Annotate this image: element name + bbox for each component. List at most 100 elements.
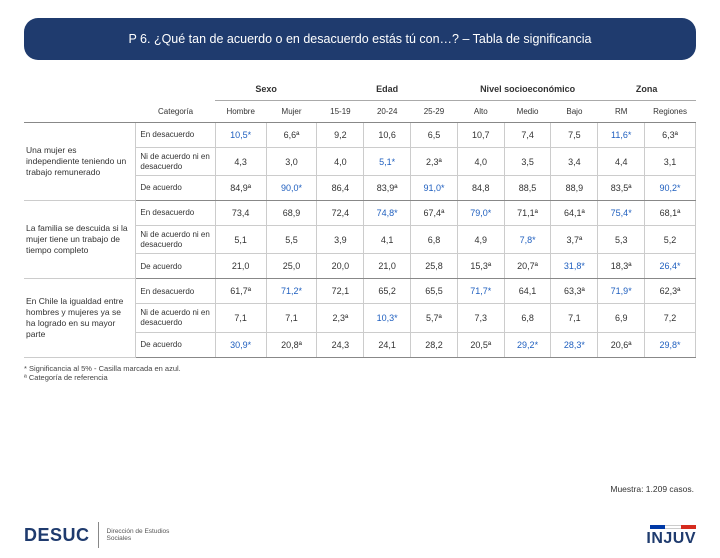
data-cell: 30,9* (215, 332, 266, 357)
data-cell: 6,3ª (645, 123, 696, 148)
data-cell: 68,1ª (645, 201, 696, 226)
category-label: Ni de acuerdo ni en desacuerdo (136, 148, 215, 176)
category-label: De acuerdo (136, 332, 215, 357)
data-cell: 21,0 (215, 254, 266, 279)
data-cell: 20,6ª (598, 332, 645, 357)
data-cell: 88,5 (504, 176, 551, 201)
data-cell: 4,9 (457, 226, 504, 254)
column-header: Hombre (215, 101, 266, 123)
data-cell: 7,5 (551, 123, 598, 148)
page-title: P 6. ¿Qué tan de acuerdo o en desacuerdo… (24, 18, 696, 60)
column-header: 25-29 (411, 101, 458, 123)
data-cell: 3,4 (551, 148, 598, 176)
data-cell: 74,8* (364, 201, 411, 226)
data-cell: 73,4 (215, 201, 266, 226)
data-cell: 20,7ª (504, 254, 551, 279)
data-cell: 68,9 (266, 201, 317, 226)
column-header: 15-19 (317, 101, 364, 123)
data-cell: 20,5ª (457, 332, 504, 357)
sample-size: Muestra: 1.209 casos. (610, 484, 694, 494)
data-cell: 90,0* (266, 176, 317, 201)
desuc-logo: DESUC Dirección de Estudios Sociales (24, 522, 169, 548)
data-cell: 4,1 (364, 226, 411, 254)
category-label: Ni de acuerdo ni en desacuerdo (136, 226, 215, 254)
data-cell: 5,7ª (411, 304, 458, 332)
data-cell: 11,6* (598, 123, 645, 148)
group-header: Nivel socioeconómico (457, 78, 597, 101)
data-cell: 3,9 (317, 226, 364, 254)
column-header: Alto (457, 101, 504, 123)
column-header: Regiones (645, 101, 696, 123)
data-cell: 10,6 (364, 123, 411, 148)
data-cell: 90,2* (645, 176, 696, 201)
data-cell: 2,3ª (411, 148, 458, 176)
data-cell: 7,2 (645, 304, 696, 332)
data-cell: 7,1 (266, 304, 317, 332)
header-blank (24, 78, 215, 101)
category-label: De acuerdo (136, 176, 215, 201)
divider (98, 522, 99, 548)
data-cell: 31,8* (551, 254, 598, 279)
data-cell: 79,0* (457, 201, 504, 226)
data-cell: 7,3 (457, 304, 504, 332)
data-cell: 29,8* (645, 332, 696, 357)
data-cell: 6,8 (411, 226, 458, 254)
data-cell: 6,9 (598, 304, 645, 332)
data-cell: 86,4 (317, 176, 364, 201)
data-cell: 6,6ª (266, 123, 317, 148)
data-cell: 3,7ª (551, 226, 598, 254)
data-cell: 67,4ª (411, 201, 458, 226)
data-cell: 6,5 (411, 123, 458, 148)
data-cell: 9,2 (317, 123, 364, 148)
data-cell: 3,5 (504, 148, 551, 176)
column-header: RM (598, 101, 645, 123)
category-label: En desacuerdo (136, 279, 215, 304)
data-cell: 10,3* (364, 304, 411, 332)
category-header: Categoría (136, 101, 215, 123)
data-cell: 64,1 (504, 279, 551, 304)
row-label: En Chile la igualdad entre hombres y muj… (24, 279, 136, 357)
group-header: Sexo (215, 78, 317, 101)
data-cell: 5,1 (215, 226, 266, 254)
injuv-logo: INJUV (646, 525, 696, 548)
data-cell: 20,8ª (266, 332, 317, 357)
data-cell: 18,3ª (598, 254, 645, 279)
category-label: En desacuerdo (136, 201, 215, 226)
flag-icon (650, 525, 696, 529)
data-cell: 7,1 (551, 304, 598, 332)
category-label: Ni de acuerdo ni en desacuerdo (136, 304, 215, 332)
data-cell: 15,3ª (457, 254, 504, 279)
footnote: * Significancia al 5% - Casilla marcada … (24, 364, 696, 384)
data-cell: 3,0 (266, 148, 317, 176)
data-cell: 7,1 (215, 304, 266, 332)
data-cell: 71,1ª (504, 201, 551, 226)
data-cell: 88,9 (551, 176, 598, 201)
data-cell: 62,3ª (645, 279, 696, 304)
column-header: 20-24 (364, 101, 411, 123)
data-cell: 7,4 (504, 123, 551, 148)
desuc-mark: DESUC (24, 525, 90, 546)
group-header: Zona (598, 78, 696, 101)
data-cell: 5,1* (364, 148, 411, 176)
category-label: De acuerdo (136, 254, 215, 279)
data-cell: 28,3* (551, 332, 598, 357)
desuc-sub-line: Sociales (107, 535, 170, 542)
group-header: Edad (317, 78, 457, 101)
data-cell: 84,9ª (215, 176, 266, 201)
footnote-line: ª Categoría de referencia (24, 373, 696, 383)
column-header: Mujer (266, 101, 317, 123)
data-cell: 72,1 (317, 279, 364, 304)
data-cell: 61,7ª (215, 279, 266, 304)
data-cell: 65,5 (411, 279, 458, 304)
data-cell: 5,5 (266, 226, 317, 254)
data-cell: 91,0* (411, 176, 458, 201)
data-cell: 4,3 (215, 148, 266, 176)
footnote-line: * Significancia al 5% - Casilla marcada … (24, 364, 696, 374)
data-cell: 25,0 (266, 254, 317, 279)
data-cell: 29,2* (504, 332, 551, 357)
data-cell: 6,8 (504, 304, 551, 332)
column-header: Medio (504, 101, 551, 123)
data-cell: 71,2* (266, 279, 317, 304)
data-cell: 26,4* (645, 254, 696, 279)
injuv-mark: INJUV (646, 530, 696, 548)
